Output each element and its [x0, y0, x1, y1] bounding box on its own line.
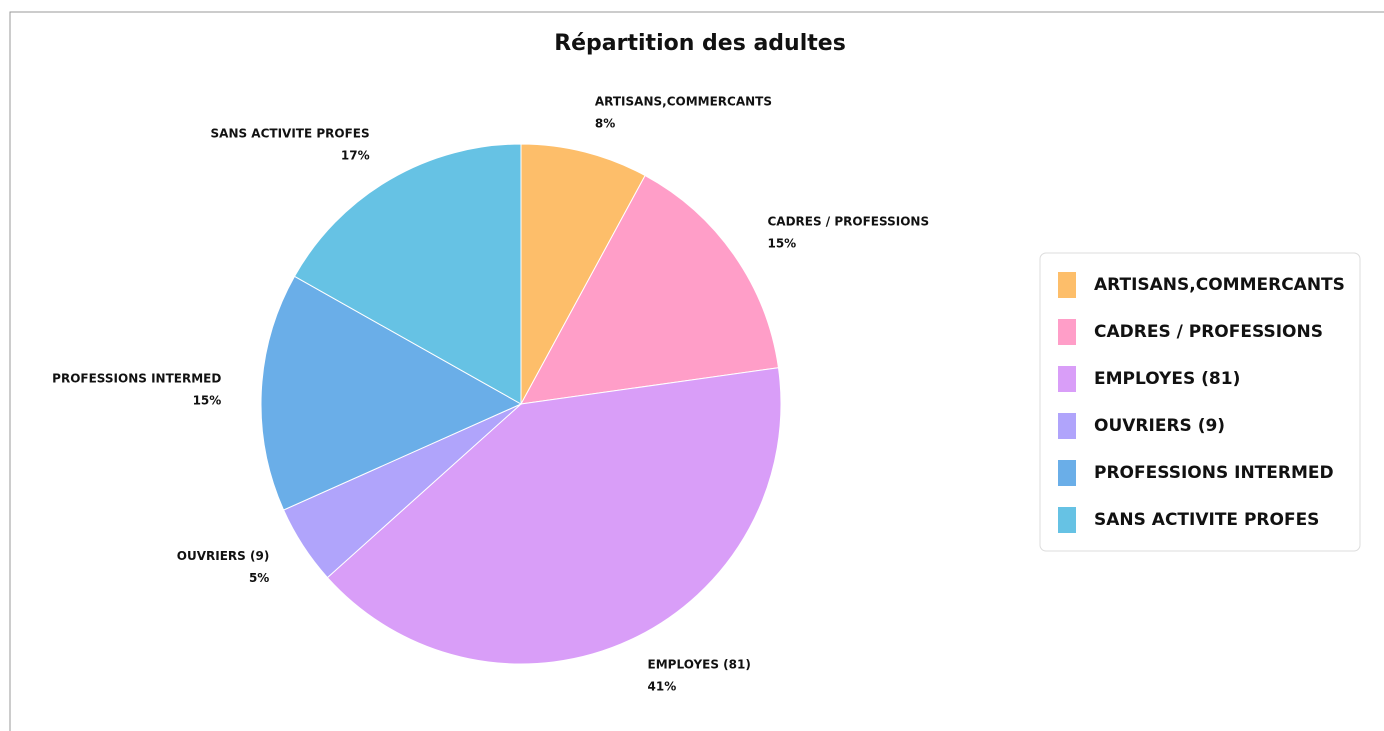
legend-label: PROFESSIONS INTERMED: [1094, 463, 1334, 483]
legend-swatch: [1058, 460, 1076, 486]
slice-label: ARTISANS,COMMERCANTS: [595, 95, 772, 109]
legend-swatch: [1058, 272, 1076, 298]
slice-label: SANS ACTIVITE PROFES: [211, 126, 370, 140]
legend-label: ARTISANS,COMMERCANTS: [1094, 275, 1345, 295]
slice-label: CADRES / PROFESSIONS: [767, 214, 929, 228]
legend-label: SANS ACTIVITE PROFES: [1094, 510, 1319, 530]
slice-value: 8%: [595, 117, 615, 131]
slice-value: 5%: [249, 571, 269, 585]
pie-slice: [520, 174, 780, 405]
pie-slice: [293, 143, 522, 405]
legend-label: CADRES / PROFESSIONS: [1094, 322, 1323, 342]
chart-title: Répartition des adultes: [554, 31, 846, 56]
pie-slice: [326, 367, 782, 665]
slice-value: 15%: [767, 236, 796, 250]
legend-swatch: [1058, 413, 1076, 439]
legend-box: [1039, 252, 1361, 552]
slice-value: 41%: [648, 680, 677, 694]
pie-slice: [260, 275, 523, 511]
pie-slice: [520, 143, 646, 405]
legend-swatch: [1058, 366, 1076, 392]
slice-label: PROFESSIONS INTERMED: [52, 372, 221, 386]
legend-swatch: [1058, 319, 1076, 345]
legend-label: OUVRIERS (9): [1094, 416, 1225, 436]
slice-value: 15%: [193, 394, 222, 408]
slice-label: OUVRIERS (9): [177, 549, 270, 563]
legend-label: EMPLOYES (81): [1094, 369, 1240, 389]
slice-label: EMPLOYES (81): [648, 658, 751, 672]
slice-value: 17%: [341, 148, 370, 162]
legend-swatch: [1058, 507, 1076, 533]
